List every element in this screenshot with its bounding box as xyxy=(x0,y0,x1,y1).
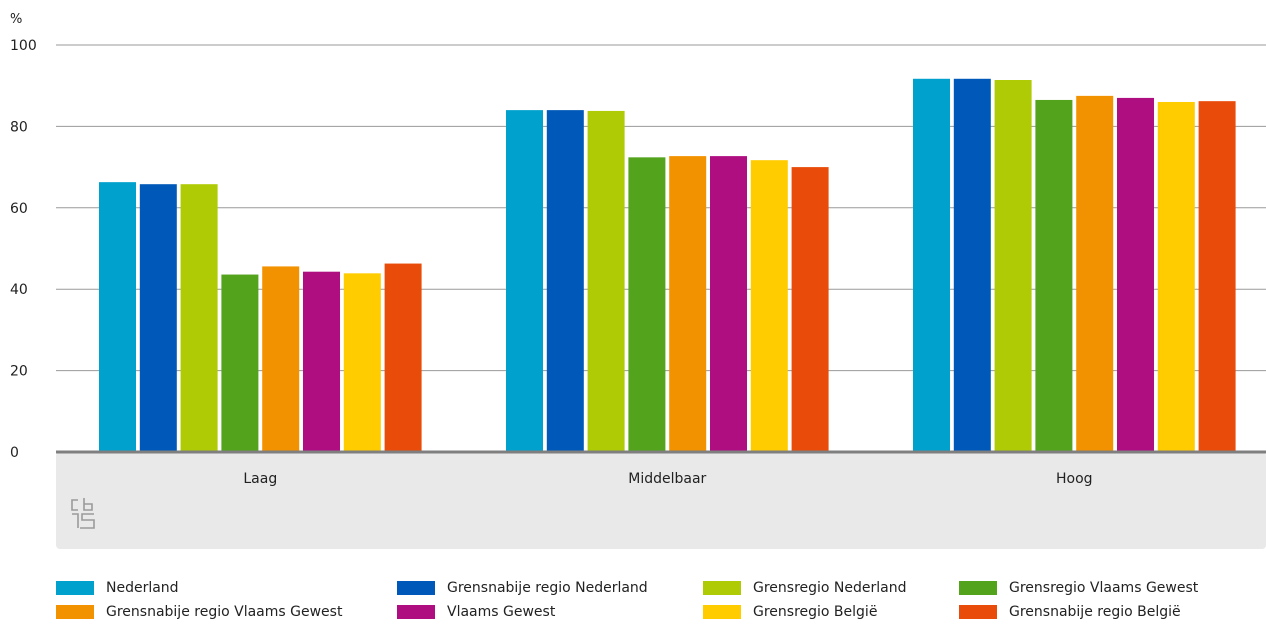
legend-item: Nederland xyxy=(56,578,179,598)
legend-item: Grensnabije regio Nederland xyxy=(397,578,648,598)
legend-label: Vlaams Gewest xyxy=(447,604,556,620)
bar xyxy=(262,266,300,451)
bar xyxy=(994,80,1032,451)
legend-label: Grensregio Vlaams Gewest xyxy=(1009,580,1199,596)
legend-item: Grensnabije regio Vlaams Gewest xyxy=(56,602,342,622)
y-axis-ticks: 0 20 40 60 80 100 xyxy=(10,38,37,461)
legend-label: Grensnabije regio Vlaams Gewest xyxy=(106,604,343,620)
bar xyxy=(1076,95,1114,451)
category-label: Hoog xyxy=(1056,471,1093,487)
legend-item: Grensregio België xyxy=(703,602,877,622)
bar xyxy=(303,271,340,451)
legend-item: Vlaams Gewest xyxy=(397,602,555,622)
legend-item: Grensnabije regio België xyxy=(959,602,1181,622)
y-tick-label: 0 xyxy=(10,445,19,461)
bar xyxy=(913,78,950,451)
bar xyxy=(587,110,625,451)
y-tick-label: 100 xyxy=(10,38,37,54)
legend-swatch xyxy=(397,581,435,595)
bar xyxy=(1198,101,1236,451)
legend-label: Grensregio België xyxy=(753,604,878,620)
bar-chart: % 0 20 40 60 80 100 Laag Middelbaar Hoog xyxy=(10,12,1266,549)
y-tick-label: 60 xyxy=(10,201,28,217)
bar xyxy=(750,160,788,451)
legend-label: Grensnabije regio Nederland xyxy=(447,580,648,596)
legend-label: Nederland xyxy=(106,580,179,596)
category-label: Laag xyxy=(243,471,277,487)
bar xyxy=(99,182,136,451)
legend-swatch xyxy=(959,581,997,595)
bar xyxy=(139,184,177,451)
bar xyxy=(953,78,991,451)
cbs-logo-icon xyxy=(71,498,95,529)
category-axis-band xyxy=(56,452,1266,549)
category-labels: Laag Middelbaar Hoog xyxy=(243,471,1092,487)
y-unit-label: % xyxy=(10,12,22,27)
bar xyxy=(628,157,666,451)
bar xyxy=(1157,101,1195,451)
bar xyxy=(506,110,543,451)
bars xyxy=(99,78,1236,451)
legend-swatch xyxy=(56,581,94,595)
bar xyxy=(546,110,584,451)
legend-label: Grensnabije regio België xyxy=(1009,604,1181,620)
bar xyxy=(791,167,829,451)
legend-swatch xyxy=(703,605,741,619)
legend-item: Grensregio Nederland xyxy=(703,578,907,598)
bar xyxy=(669,156,707,451)
y-tick-label: 40 xyxy=(10,282,28,298)
bar xyxy=(221,274,259,451)
bar xyxy=(384,263,422,451)
legend-swatch xyxy=(397,605,435,619)
bar xyxy=(1117,97,1154,451)
legend-label: Grensregio Nederland xyxy=(753,580,907,596)
y-tick-label: 20 xyxy=(10,364,28,380)
category-label: Middelbaar xyxy=(628,471,706,487)
bar xyxy=(710,156,747,451)
legend-item: Grensregio Vlaams Gewest xyxy=(959,578,1198,598)
bar xyxy=(343,273,381,451)
bar xyxy=(1035,99,1073,451)
bar xyxy=(180,184,218,451)
legend-swatch xyxy=(56,605,94,619)
legend-swatch xyxy=(959,605,997,619)
legend-swatch xyxy=(703,581,741,595)
y-tick-label: 80 xyxy=(10,119,28,135)
